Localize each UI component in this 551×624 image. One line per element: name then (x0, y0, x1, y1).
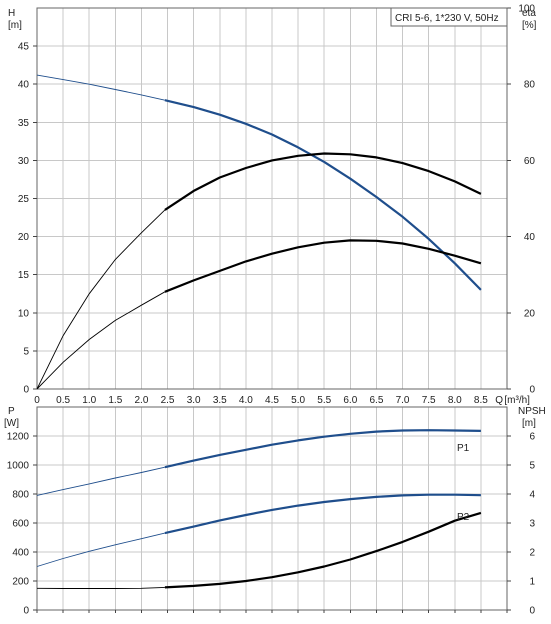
series-line (164, 239, 482, 293)
left-tick-label: 45 (18, 42, 30, 53)
top-right-axis-unit: [%] (522, 20, 537, 31)
series-label-p1: P1 (457, 443, 470, 454)
right-tick-label: 60 (524, 156, 536, 167)
right-tick-label: 0 (529, 385, 535, 396)
bottom-left-axis-unit: [W] (4, 418, 19, 429)
left-tick-label: 0 (23, 385, 29, 396)
right-tick-label: 100 (518, 4, 535, 15)
top-grid (37, 8, 507, 389)
series-label-p2: P2 (457, 512, 470, 523)
right-tick-label: 2 (529, 548, 535, 559)
x-tick-label: 5.0 (291, 395, 305, 406)
left-tick-label: 1200 (7, 432, 30, 443)
left-tick-label: 200 (12, 577, 29, 588)
x-tick-label: 0 (34, 395, 40, 406)
chart-title: CRI 5-6, 1*230 V, 50Hz (395, 13, 499, 24)
left-tick-label: 5 (23, 346, 29, 357)
x-tick-label: 5.5 (317, 395, 331, 406)
left-tick-label: 600 (12, 519, 29, 530)
x-tick-label: 6.5 (369, 395, 383, 406)
x-tick-label: 3.0 (187, 395, 201, 406)
x-tick-label: 8.5 (474, 395, 488, 406)
top-series (36, 74, 482, 390)
right-tick-label: 6 (529, 432, 535, 443)
left-tick-label: 40 (18, 80, 30, 91)
x-tick-label: 1.0 (82, 395, 96, 406)
x-tick-label: 8.0 (448, 395, 462, 406)
x-tick-label: 0.5 (56, 395, 70, 406)
x-tick-label: 6.0 (343, 395, 357, 406)
title-box (390, 7, 508, 27)
series-line (164, 493, 481, 535)
x-axis-unit: [m³/h] (504, 395, 530, 406)
bottom-grid (37, 407, 507, 610)
series-line-thin (36, 291, 166, 390)
bottom-left-axis-label: P (8, 406, 15, 417)
series-line (164, 99, 482, 291)
x-tick-label: 7.5 (422, 395, 436, 406)
left-tick-label: 10 (18, 308, 30, 319)
series-line (164, 152, 482, 211)
x-tick-label: 3.5 (213, 395, 227, 406)
top-left-axis-unit: [m] (8, 20, 22, 31)
left-tick-label: 35 (18, 118, 30, 129)
x-axis-label: Q (495, 395, 503, 406)
series-line-thin (36, 209, 166, 390)
right-tick-label: 5 (529, 461, 535, 472)
x-tick-label: 2.5 (161, 395, 175, 406)
bottom-ticks: 0 200 400 600 800 1000 1200 0 1 2 3 4 5 6 (7, 432, 536, 617)
series-line (164, 511, 482, 589)
right-tick-label: 40 (524, 232, 536, 243)
top-left-axis-label: H (8, 8, 15, 19)
left-tick-label: 800 (12, 490, 29, 501)
bottom-right-axis-label: NPSH (518, 406, 546, 417)
bottom-series (36, 429, 482, 589)
right-tick-label: 1 (529, 577, 535, 588)
series-line (164, 429, 481, 469)
left-tick-label: 1000 (7, 461, 30, 472)
bottom-right-axis-unit: [m] (522, 418, 536, 429)
right-tick-label: 4 (529, 490, 535, 501)
x-tick-label: 7.0 (396, 395, 410, 406)
top-right-axis-label: eta (522, 8, 536, 19)
right-tick-label: 80 (524, 80, 536, 91)
left-tick-label: 15 (18, 270, 30, 281)
x-tick-label: 1.5 (108, 395, 122, 406)
series-line-thin (36, 466, 165, 496)
right-tick-label: 20 (524, 308, 536, 319)
right-tick-label: 0 (529, 606, 535, 617)
right-tick-label: 3 (529, 519, 535, 530)
left-tick-label: 0 (23, 606, 29, 617)
x-tick-label: 4.0 (239, 395, 253, 406)
left-tick-label: 20 (18, 232, 30, 243)
series-line-thin (36, 586, 165, 589)
left-tick-label: 30 (18, 156, 30, 167)
left-tick-label: 25 (18, 194, 30, 205)
x-tick-label: 4.5 (265, 395, 279, 406)
series-line-thin (36, 532, 166, 567)
left-tick-label: 400 (12, 548, 29, 559)
top-ticks: 0 5 10 15 20 25 30 35 40 45 0 20 40 60 80 100 0 0.5 1.0 1.5… (18, 4, 536, 407)
series-line-thin (36, 74, 165, 101)
x-tick-label: 2.0 (134, 395, 148, 406)
